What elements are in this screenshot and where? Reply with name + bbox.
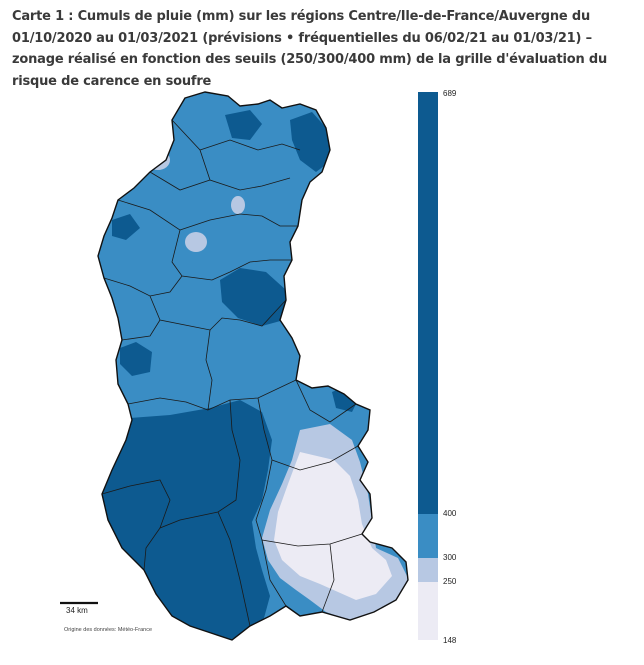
- border-line: [143, 399, 241, 571]
- border-line: [261, 539, 287, 607]
- border-line: [321, 543, 335, 613]
- legend-label-250: 250: [443, 577, 457, 586]
- border-line: [199, 139, 301, 151]
- zone-dark-northwest: [112, 214, 140, 240]
- zone-light-north-2: [185, 232, 207, 252]
- border-line: [149, 295, 287, 331]
- zone-dark-southwest: [98, 400, 272, 640]
- zone-dark-northeast: [290, 112, 332, 172]
- legend-swatch-dark: [418, 92, 438, 514]
- legend-label-max: 689: [443, 89, 457, 98]
- border-line: [255, 397, 363, 547]
- legend-label-min: 148: [443, 636, 457, 645]
- scale-bar-label: 34 km: [66, 606, 88, 615]
- legend-colorbar: [418, 92, 438, 640]
- border-line: [295, 379, 357, 423]
- border-line: [271, 445, 359, 471]
- data-source-note: Origine des données: Météo-France: [64, 627, 153, 633]
- zone-dark-west: [120, 342, 152, 376]
- zone-light-north-3: [231, 196, 245, 214]
- legend-label-300: 300: [443, 553, 457, 562]
- border-line: [121, 319, 161, 341]
- border-line: [217, 511, 251, 627]
- border-line: [179, 213, 298, 231]
- zone-dark-center: [220, 268, 286, 326]
- legend-swatch-mid: [418, 514, 438, 558]
- legend-swatch-pale: [418, 582, 438, 640]
- department-borders: [101, 119, 363, 627]
- border-line: [127, 397, 209, 411]
- border-line: [171, 119, 291, 191]
- map-title: Carte 1 : Cumuls de pluie (mm) sur les r…: [12, 9, 608, 89]
- zone-pale-southeast: [274, 452, 392, 600]
- border-line: [101, 479, 171, 529]
- legend-label-400: 400: [443, 509, 457, 518]
- border-line: [117, 199, 292, 281]
- zone-dark-north: [225, 110, 262, 140]
- legend-swatch-light: [418, 558, 438, 582]
- border-line: [149, 171, 211, 191]
